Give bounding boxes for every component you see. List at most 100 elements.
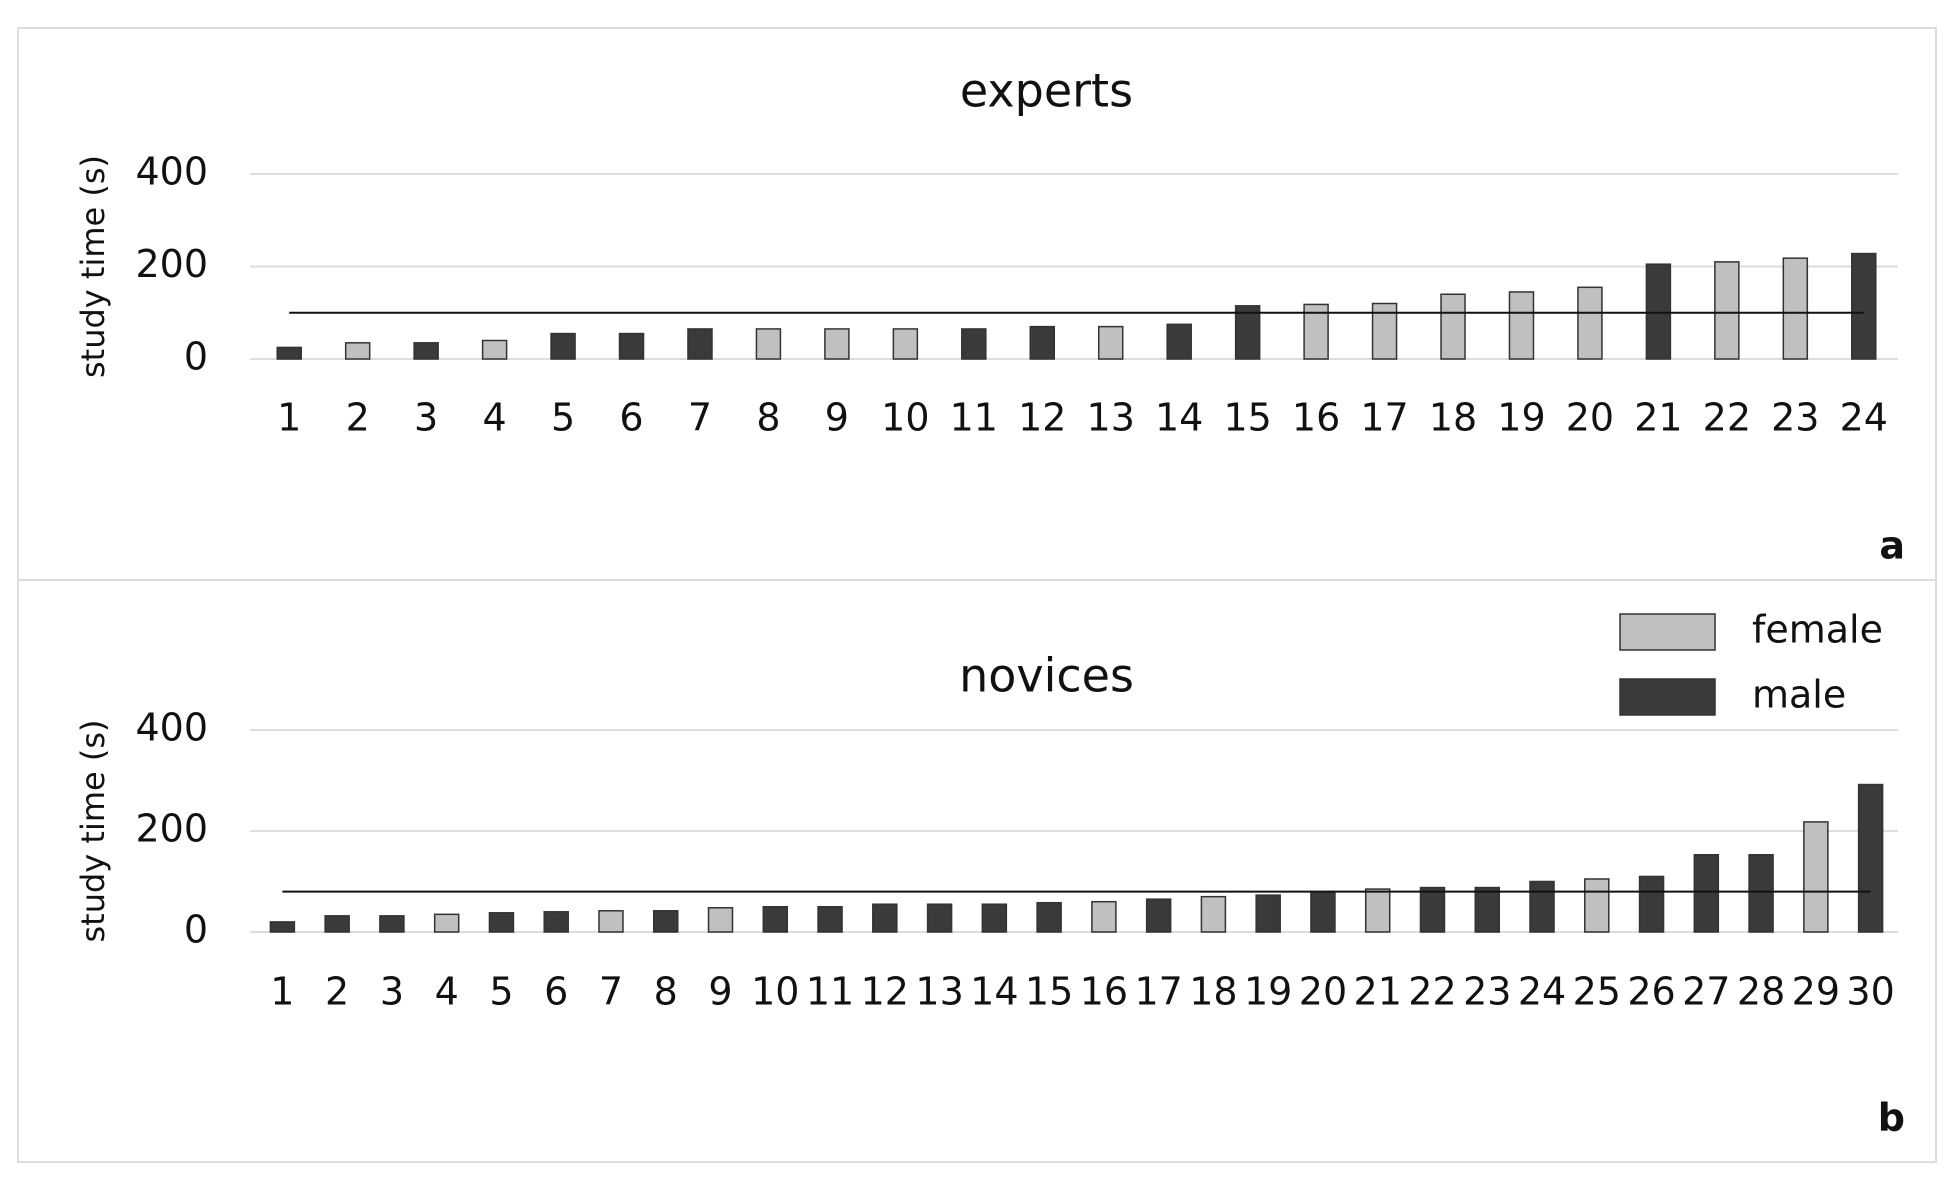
bar [1036, 901, 1062, 933]
x-tick-label: 22 [1703, 396, 1751, 440]
bar [379, 915, 405, 933]
x-tick-label: 13 [1087, 396, 1135, 440]
legend-swatch [1619, 678, 1716, 716]
bar [1474, 886, 1500, 933]
x-tick-label: 19 [1497, 396, 1545, 440]
x-tick-label: 28 [1737, 970, 1785, 1014]
x-tick-label: 17 [1360, 396, 1408, 440]
bar [488, 912, 515, 933]
bar [1166, 323, 1192, 360]
chart-title: experts [960, 64, 1133, 118]
y-tick-label: 0 [184, 335, 208, 379]
bar [1097, 325, 1124, 360]
x-tick-label: 11 [806, 970, 854, 1014]
x-tick-label: 15 [1223, 396, 1271, 440]
x-tick-label: 7 [599, 970, 623, 1014]
bar [1440, 293, 1466, 360]
bar [1857, 783, 1884, 933]
bar [1364, 888, 1391, 933]
bar [762, 906, 789, 933]
bar [707, 907, 734, 933]
x-tick-label: 7 [688, 396, 712, 440]
x-tick-label: 11 [950, 396, 998, 440]
x-tick-label: 5 [489, 970, 513, 1014]
bar [1091, 900, 1117, 933]
bar [824, 328, 850, 360]
bar [653, 910, 679, 933]
x-tick-label: 5 [551, 396, 575, 440]
bar [1529, 880, 1555, 933]
x-tick-label: 19 [1244, 970, 1292, 1014]
bar [1234, 305, 1261, 360]
x-tick-label: 14 [970, 970, 1018, 1014]
x-tick-label: 20 [1299, 970, 1347, 1014]
x-tick-label: 9 [825, 396, 849, 440]
x-tick-label: 1 [270, 970, 294, 1014]
x-tick-label: 6 [544, 970, 568, 1014]
bar [961, 328, 987, 360]
y-tick-label: 200 [135, 242, 208, 286]
x-tick-label: 24 [1518, 970, 1566, 1014]
legend-label: male [1752, 673, 1846, 717]
x-tick-label: 8 [654, 970, 678, 1014]
panel-frame [17, 579, 1937, 1163]
bar [543, 911, 569, 933]
y-axis-label: study time (s) [74, 155, 112, 378]
x-tick-label: 2 [325, 970, 349, 1014]
bar [1693, 853, 1720, 933]
x-tick-label: 14 [1155, 396, 1203, 440]
x-tick-label: 25 [1573, 970, 1621, 1014]
x-tick-label: 30 [1846, 970, 1894, 1014]
x-tick-label: 1 [277, 396, 301, 440]
bar [618, 332, 645, 360]
x-tick-label: 18 [1429, 396, 1477, 440]
y-tick-label: 200 [135, 807, 208, 851]
bar [344, 342, 371, 360]
bar [276, 346, 302, 360]
bar [892, 328, 919, 360]
x-tick-label: 12 [861, 970, 909, 1014]
x-tick-label: 27 [1682, 970, 1730, 1014]
bar [1714, 261, 1740, 360]
x-tick-label: 23 [1463, 970, 1511, 1014]
bar [1782, 257, 1809, 360]
x-tick-label: 3 [380, 970, 404, 1014]
x-tick-label: 22 [1408, 970, 1456, 1014]
bar [1029, 325, 1056, 360]
x-tick-label: 17 [1134, 970, 1182, 1014]
chart-title: novices [959, 649, 1134, 703]
x-tick-label: 12 [1018, 396, 1066, 440]
bar [550, 332, 576, 360]
x-tick-label: 10 [881, 396, 929, 440]
bar [1851, 252, 1877, 360]
x-tick-label: 13 [915, 970, 963, 1014]
bar [1145, 898, 1172, 933]
x-tick-label: 4 [483, 396, 507, 440]
y-axis-label: study time (s) [74, 719, 112, 942]
bar [687, 328, 713, 360]
bar [413, 342, 439, 360]
x-tick-label: 6 [619, 396, 643, 440]
panel-label: b [1878, 1096, 1905, 1140]
x-tick-label: 4 [435, 970, 459, 1014]
bar [324, 915, 350, 933]
x-tick-label: 24 [1840, 396, 1888, 440]
x-tick-label: 21 [1354, 970, 1402, 1014]
x-tick-label: 29 [1792, 970, 1840, 1014]
x-tick-label: 16 [1080, 970, 1128, 1014]
bar [269, 921, 296, 933]
bar [926, 903, 953, 933]
bar [1310, 890, 1336, 933]
x-tick-label: 23 [1771, 396, 1819, 440]
legend-swatch [1619, 613, 1716, 651]
bar [817, 906, 843, 933]
x-tick-label: 16 [1292, 396, 1340, 440]
bar [1803, 821, 1829, 933]
bar [1584, 878, 1610, 933]
bar [598, 910, 624, 933]
x-tick-label: 9 [708, 970, 732, 1014]
bar [1200, 895, 1227, 933]
bar [981, 903, 1008, 933]
x-tick-label: 8 [756, 396, 780, 440]
